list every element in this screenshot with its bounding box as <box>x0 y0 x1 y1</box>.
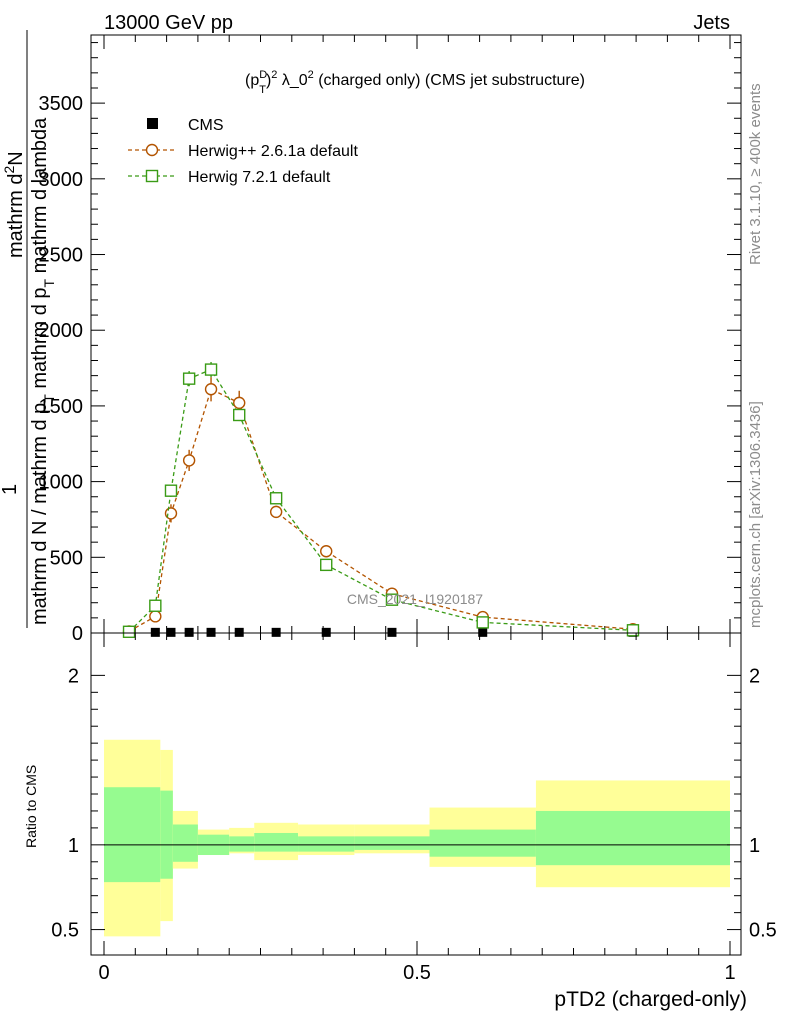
x-tick-label: 0.5 <box>403 962 431 984</box>
herwigpp-point <box>149 610 162 623</box>
ratio-x-axis: 0 0.5 1 <box>98 633 736 984</box>
herwig7-point <box>204 363 218 376</box>
y-tick-label: 1500 <box>39 396 84 418</box>
herwig7-point <box>476 616 489 629</box>
herwig7-point <box>149 599 162 612</box>
ratio-y-axis: 0.5 0.5 1 1 2 2 <box>51 665 777 941</box>
herwig7-point <box>122 625 136 638</box>
herwig7-point <box>626 624 640 637</box>
ratio-band-inner <box>535 810 730 866</box>
ratio-band-inner <box>429 829 536 857</box>
ratio-y-tick-label-left: 2 <box>68 665 79 687</box>
cms-point <box>166 627 176 637</box>
cms-point <box>184 627 194 637</box>
ylabel-one: 1 <box>0 484 21 495</box>
cms-point <box>387 627 397 637</box>
ylabel-denominator: mathrm d N / mathrm d pT mathrm d pT mat… <box>29 117 57 625</box>
ylabel-numerator-1: mathrm d2N <box>1 151 27 258</box>
legend-marker-herwig7 <box>145 169 159 183</box>
cms-point <box>271 627 281 637</box>
herwig7-point <box>269 492 283 505</box>
ratio-y-tick-label-left: 1 <box>68 835 79 857</box>
ratio-band-inner <box>172 824 198 862</box>
main-y-axis: 0 500 1000 1500 2000 2500 3000 3500 <box>39 42 741 645</box>
mcplots-label: mcplots.cern.ch [arXiv:1306.3436] <box>747 401 764 628</box>
herwigpp-point <box>320 545 333 558</box>
herwigpp-point <box>182 454 196 467</box>
ratio-band-inner <box>229 836 255 852</box>
legend-label-herwigpp: Herwig++ 2.6.1a default <box>188 143 358 160</box>
y-tick-label: 1000 <box>39 472 84 494</box>
cms-point <box>206 627 216 637</box>
legend-marker-cms <box>147 118 158 129</box>
ratio-y-tick-label-left: 0.5 <box>51 920 79 942</box>
header-energy: 13000 GeV pp <box>104 12 233 34</box>
ratio-band-inner <box>298 836 355 852</box>
legend-marker-herwigpp <box>145 143 159 157</box>
ratio-y-tick-label-right: 2 <box>749 665 760 687</box>
ratio-band-inner <box>104 787 161 883</box>
legend-label-herwig7: Herwig 7.2.1 default <box>188 169 331 186</box>
ratio-band-inner <box>354 836 430 850</box>
rivet-label: Rivet 3.1.10, ≥ 400k events <box>747 83 764 265</box>
herwigpp-point <box>269 505 283 519</box>
herwig7-point <box>182 372 196 385</box>
herwig7-point <box>164 484 178 497</box>
ratio-y-tick-label-right: 0.5 <box>749 920 777 942</box>
y-tick-label: 2500 <box>39 245 84 267</box>
herwig7-point <box>385 593 399 606</box>
herwigpp-point <box>164 507 178 520</box>
cms-point <box>150 627 160 637</box>
herwigpp-point <box>233 396 246 410</box>
x-tick-label: 1 <box>724 962 735 984</box>
cms-point <box>321 627 331 637</box>
ratio-bands <box>104 739 730 937</box>
main-series-layer <box>122 362 640 638</box>
x-axis-label: pTD2 (charged-only) <box>554 988 747 1011</box>
header-process: Jets <box>693 12 730 34</box>
y-tick-label: 0 <box>72 623 83 645</box>
plot-title: (pD T)2 λ_02 (charged only) (CMS jet subs… <box>245 69 585 96</box>
ratio-band-inner <box>160 790 173 879</box>
ratio-ylabel: Ratio to CMS <box>23 765 39 848</box>
herwig7-point <box>233 408 246 422</box>
y-tick-label: 3500 <box>39 93 84 115</box>
herwigpp-point <box>204 383 218 396</box>
analysis-watermark: CMS_2021_I1920187 <box>347 591 483 607</box>
legend: CMS Herwig++ 2.6.1a default Herwig 7.2.1… <box>128 117 358 186</box>
x-tick-label: 0 <box>98 962 109 984</box>
y-tick-label: 2000 <box>39 320 84 342</box>
y-tick-label: 3000 <box>39 169 84 191</box>
cms-point <box>234 627 244 637</box>
cms-point <box>478 627 488 637</box>
herwig7-point <box>320 558 333 572</box>
ratio-y-tick-label-right: 1 <box>749 835 760 857</box>
main-ylabel: mathrm d2N mathrm d N / mathrm d pT math… <box>0 30 57 628</box>
legend-label-cms: CMS <box>188 117 224 134</box>
y-tick-label: 500 <box>50 547 83 569</box>
ratio-band-inner <box>254 832 299 852</box>
